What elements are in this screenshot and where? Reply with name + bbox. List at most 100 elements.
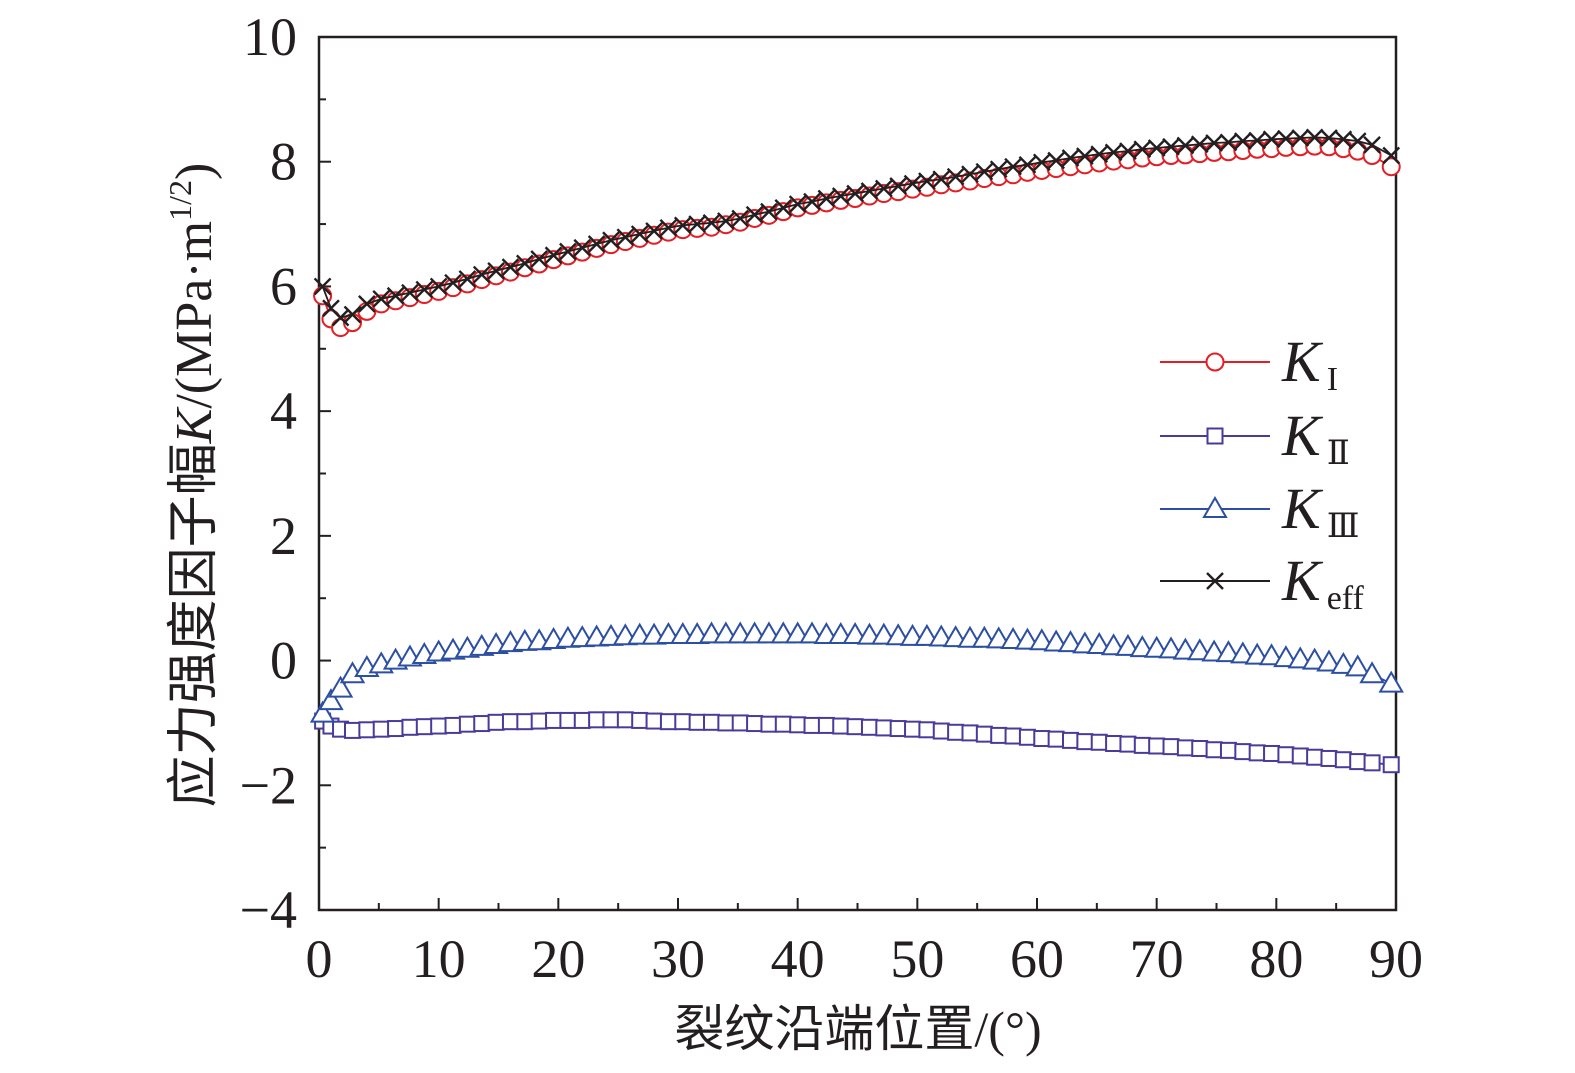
data-point-k-ii: [760, 715, 778, 733]
data-point-k-ii: [631, 711, 649, 729]
data-point-k-eff: [401, 283, 419, 302]
data-point-k-eff: [501, 258, 520, 276]
x-tick-label: 10: [412, 929, 466, 989]
data-point-k-ii: [1205, 741, 1223, 759]
data-point-k-ii: [659, 713, 677, 731]
legend-marker: [1205, 352, 1225, 372]
data-point-k-ii: [746, 715, 764, 733]
data-point-k-iii: [1057, 630, 1084, 653]
data-point-k-eff: [932, 170, 951, 189]
data-point-k-ii: [1306, 748, 1324, 766]
data-point-k-eff: [1219, 133, 1238, 152]
data-point-k-eff: [544, 246, 563, 265]
data-point-k-i: [1381, 157, 1401, 177]
data-point-k-eff: [673, 216, 692, 235]
x-tick-label: 30: [651, 929, 705, 989]
data-point-k-i: [1362, 145, 1382, 165]
data-point-k-ii: [703, 713, 721, 731]
series-line-k-eff: [321, 136, 1392, 319]
data-point-k-eff: [860, 182, 879, 200]
y-axis-label-close: ): [166, 163, 223, 180]
data-point-k-eff: [702, 213, 721, 232]
data-point-k-ii: [1133, 736, 1151, 754]
data-point-k-eff: [889, 177, 908, 195]
data-point-k-eff: [788, 195, 807, 213]
data-point-k-eff: [760, 202, 778, 221]
data-point-k-ii: [559, 711, 577, 729]
data-point-k-ii: [473, 715, 491, 733]
data-point-k-eff: [1047, 151, 1065, 170]
axes: 0 10 20 30 40 50 60 70 80 90 −4 −2 0 2 4 6 8 10: [240, 7, 1423, 989]
data-point-k-ii: [1162, 738, 1180, 756]
y-axis-label: 应力强度因子幅K/(MPa·m1/2): [162, 163, 223, 808]
data-point-k-ii: [1363, 754, 1381, 772]
legend-subscript: Ⅱ: [1327, 435, 1350, 472]
data-point-k-iii: [1158, 636, 1184, 659]
data-point-k-ii: [1234, 743, 1252, 761]
legend-marker: [1206, 572, 1224, 590]
data-point-k-ii: [616, 711, 634, 729]
data-point-k-eff: [343, 305, 362, 324]
series-k-eff: [313, 128, 1401, 327]
data-point-k-ii: [1191, 739, 1209, 757]
data-point-k-ii: [602, 711, 620, 729]
data-point-k-iii: [1029, 628, 1055, 651]
data-point-k-ii: [832, 717, 850, 735]
data-point-k-ii: [415, 718, 433, 736]
data-point-k-eff: [1320, 129, 1338, 147]
legend-subscript: eff: [1327, 580, 1365, 617]
data-point-k-ii: [774, 715, 792, 733]
data-point-k-eff: [1205, 134, 1223, 152]
data-point-k-ii: [947, 723, 965, 741]
data-point-k-eff: [831, 187, 850, 205]
data-point-k-ii: [1248, 744, 1266, 762]
data-point-k-ii: [458, 715, 476, 733]
data-point-k-eff: [587, 235, 606, 253]
data-point-k-ii: [904, 720, 922, 738]
data-point-k-eff: [530, 250, 549, 268]
data-point-k-eff: [975, 162, 994, 181]
data-point-k-eff: [487, 261, 505, 280]
y-tick-label: 2: [270, 506, 297, 566]
data-point-k-ii: [387, 720, 405, 738]
data-point-k-ii: [1076, 733, 1094, 751]
data-point-k-eff: [1334, 130, 1353, 149]
data-point-k-eff: [1133, 140, 1152, 159]
data-point-k-ii: [444, 716, 462, 734]
data-point-k-ii: [846, 718, 864, 736]
data-point-k-eff: [918, 172, 936, 190]
y-tick-label: −2: [240, 755, 297, 815]
y-tick-label: 0: [270, 631, 297, 691]
y-axis-label-exponent: 1/2: [162, 180, 198, 221]
data-point-k-ii: [1004, 727, 1022, 745]
data-point-k-eff: [731, 209, 750, 228]
y-tick-label: −4: [240, 880, 297, 940]
data-point-k-ii: [545, 711, 563, 729]
data-point-k-ii: [401, 718, 419, 736]
data-point-k-eff: [602, 231, 620, 250]
data-point-k-ii: [1219, 741, 1237, 759]
data-point-k-eff: [1104, 143, 1123, 162]
data-point-k-ii: [1176, 739, 1194, 757]
data-point-k-ii: [1148, 737, 1166, 755]
data-point-k-iii: [1344, 654, 1371, 677]
data-point-k-ii: [530, 712, 548, 730]
data-point-k-eff: [630, 225, 649, 243]
data-point-k-eff: [331, 308, 350, 327]
data-point-k-eff: [1032, 153, 1051, 172]
x-tick-label: 90: [1369, 929, 1423, 989]
y-axis-label-unit: /(MPa·m: [166, 221, 223, 409]
data-point-k-eff: [458, 270, 477, 288]
series-k-iii: [309, 621, 1404, 723]
y-axis-label-text: 应力强度因子幅: [166, 443, 223, 807]
data-point-k-eff: [717, 212, 735, 230]
data-point-k-ii: [1263, 744, 1281, 762]
data-point-k-iii: [1187, 638, 1213, 661]
series-layer: [309, 128, 1404, 774]
data-point-k-ii: [803, 716, 821, 734]
legend-subscript: I: [1327, 361, 1338, 398]
